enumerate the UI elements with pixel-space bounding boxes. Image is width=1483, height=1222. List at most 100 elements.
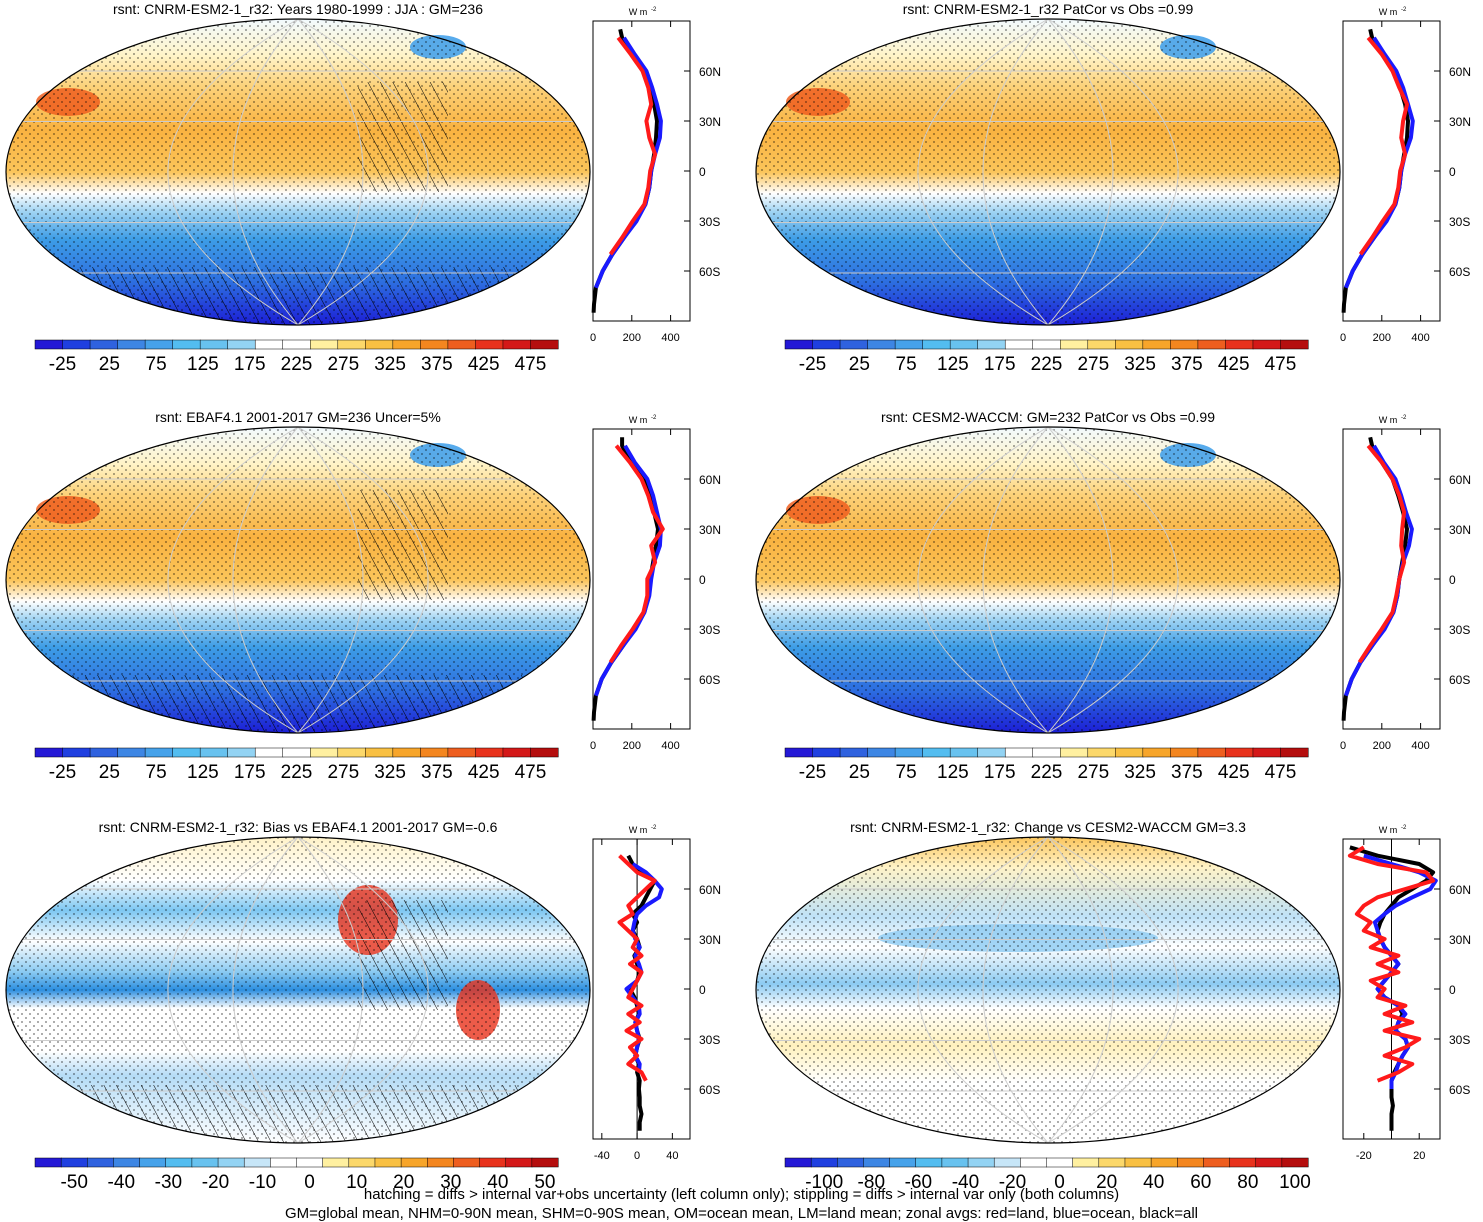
colorbar-box bbox=[1203, 1157, 1231, 1168]
y-tick-label: 60S bbox=[699, 673, 720, 687]
colorbar-box bbox=[530, 339, 559, 350]
colorbar-tick-label: -100 bbox=[805, 1172, 843, 1193]
colorbar-box bbox=[172, 339, 201, 350]
colorbar-tick-label: -25 bbox=[799, 354, 826, 375]
zonal-series-line bbox=[608, 36, 658, 256]
colorbar-box bbox=[784, 1157, 812, 1168]
x-tick-label: -20 bbox=[1356, 1150, 1372, 1162]
colorbar-box bbox=[1280, 747, 1309, 758]
colorbar-tick-label: 60 bbox=[1190, 1172, 1211, 1193]
colorbar-box bbox=[1020, 1157, 1048, 1168]
graticule-line bbox=[232, 426, 299, 734]
colorbar-box bbox=[420, 339, 449, 350]
colorbar-box bbox=[922, 339, 951, 350]
zonal-unit-exponent: -2 bbox=[1401, 415, 1407, 421]
x-tick-label: 200 bbox=[1373, 740, 1391, 752]
colorbar-box bbox=[894, 747, 924, 758]
colorbar-box bbox=[453, 1157, 481, 1168]
colorbar-box bbox=[977, 747, 1006, 758]
colorbar-tick-label: 20 bbox=[393, 1172, 414, 1193]
colorbar-box bbox=[1115, 339, 1144, 350]
y-tick-label: 60N bbox=[699, 473, 721, 487]
colorbar-box bbox=[1225, 747, 1254, 758]
stippling-overlay bbox=[756, 427, 1340, 733]
colorbar-box bbox=[392, 339, 421, 350]
colorbar-tick-label: -10 bbox=[249, 1172, 276, 1193]
colorbar-tick-label: -80 bbox=[858, 1172, 885, 1193]
colorbar-box bbox=[139, 1157, 167, 1168]
colorbar-box bbox=[1142, 747, 1171, 758]
colorbar-box bbox=[282, 339, 311, 350]
colorbar-box bbox=[1072, 1157, 1100, 1168]
colorbar-tick-label: -20 bbox=[999, 1172, 1026, 1193]
colorbar-tick-label: 325 bbox=[1124, 762, 1156, 783]
y-tick-label: 60N bbox=[1449, 883, 1471, 897]
footer-hatching-note: hatching = diffs > internal var+obs unce… bbox=[363, 1186, 1120, 1203]
colorbar-tick-label: 75 bbox=[146, 762, 167, 783]
colorbar-tick-label: 20 bbox=[1096, 1172, 1117, 1193]
colorbar-box bbox=[1229, 1157, 1257, 1168]
colorbar-box bbox=[374, 1157, 402, 1168]
zonal-unit-exponent: -2 bbox=[651, 7, 657, 13]
x-tick-label: 400 bbox=[661, 332, 679, 344]
colorbar-tick-label: 275 bbox=[1077, 354, 1109, 375]
panel-3: rsnt: EBAF4.1 2001-2017 GM=236 Uncer=5% -… bbox=[5, 409, 721, 783]
colorbar-box bbox=[165, 1157, 193, 1168]
colorbar-box bbox=[144, 747, 174, 758]
colorbar-box bbox=[296, 1157, 324, 1168]
colorbar-box bbox=[392, 747, 421, 758]
colorbar-tick-label: 225 bbox=[1031, 354, 1063, 375]
graticule-line bbox=[297, 426, 364, 734]
colorbar-box bbox=[949, 747, 979, 758]
graticule-line bbox=[1047, 18, 1114, 326]
colorbar-tick-label: 125 bbox=[187, 354, 219, 375]
zonal-unit-label: W m bbox=[1379, 415, 1398, 425]
colorbar-box bbox=[812, 747, 841, 758]
colorbar-tick-label: -40 bbox=[108, 1172, 135, 1193]
colorbar-box bbox=[227, 747, 256, 758]
x-tick-label: 0 bbox=[634, 1150, 640, 1162]
colorbar-box bbox=[310, 747, 339, 758]
graticule-line bbox=[917, 426, 1049, 734]
colorbar-box bbox=[34, 339, 64, 350]
colorbar-tick-label: 375 bbox=[421, 354, 453, 375]
x-tick-label: 40 bbox=[666, 1150, 678, 1162]
colorbar-box bbox=[282, 747, 311, 758]
colorbar-tick-label: 475 bbox=[1265, 354, 1297, 375]
colorbar-box bbox=[1032, 747, 1061, 758]
colorbar-box bbox=[427, 1157, 454, 1168]
colorbar-box bbox=[1170, 339, 1199, 350]
zonal-profile: W m -2 0 200 400 60N 30N 0 30S 60S bbox=[1340, 415, 1471, 752]
panel-title: rsnt: CNRM-ESM2-1_r32 PatCor vs Obs =0.9… bbox=[903, 1, 1194, 17]
graticule-line bbox=[982, 836, 1049, 1144]
colorbar-box bbox=[839, 339, 869, 350]
y-tick-label: 0 bbox=[699, 573, 706, 587]
colorbar-tick-label: 40 bbox=[1143, 1172, 1164, 1193]
colorbar-box bbox=[784, 339, 814, 350]
colorbar-box bbox=[254, 339, 284, 350]
colorbar: -25 25 75 125 175 225 275 325 375 425 475 bbox=[784, 747, 1309, 783]
colorbar-tick-label: 225 bbox=[1031, 762, 1063, 783]
colorbar-box bbox=[62, 339, 91, 350]
graticule-line bbox=[297, 18, 364, 326]
zonal-unit-exponent: -2 bbox=[651, 825, 657, 831]
colorbar-tick-label: 125 bbox=[937, 354, 969, 375]
colorbar-box bbox=[867, 339, 896, 350]
colorbar-box bbox=[62, 747, 91, 758]
colorbar-box bbox=[1060, 339, 1089, 350]
x-tick-label: 200 bbox=[623, 740, 641, 752]
x-tick-label: -40 bbox=[594, 1150, 610, 1162]
colorbar-tick-label: 225 bbox=[281, 762, 313, 783]
colorbar-box bbox=[1281, 1157, 1309, 1168]
colorbar-box bbox=[1225, 339, 1254, 350]
colorbar-box bbox=[915, 1157, 943, 1168]
colorbar-box bbox=[310, 339, 339, 350]
colorbar-box bbox=[337, 339, 366, 350]
colorbar: -100 -80 -60 -40 -20 0 20 40 60 80 100 bbox=[784, 1157, 1311, 1193]
colorbar-tick-label: 375 bbox=[1171, 354, 1203, 375]
zonal-series-line bbox=[1357, 444, 1407, 664]
graticule-line bbox=[982, 18, 1049, 326]
zonal-unit-label: W m bbox=[629, 825, 648, 835]
colorbar-box bbox=[243, 1157, 271, 1168]
panel-title: rsnt: CNRM-ESM2-1_r32: Change vs CESM2-W… bbox=[850, 819, 1246, 835]
